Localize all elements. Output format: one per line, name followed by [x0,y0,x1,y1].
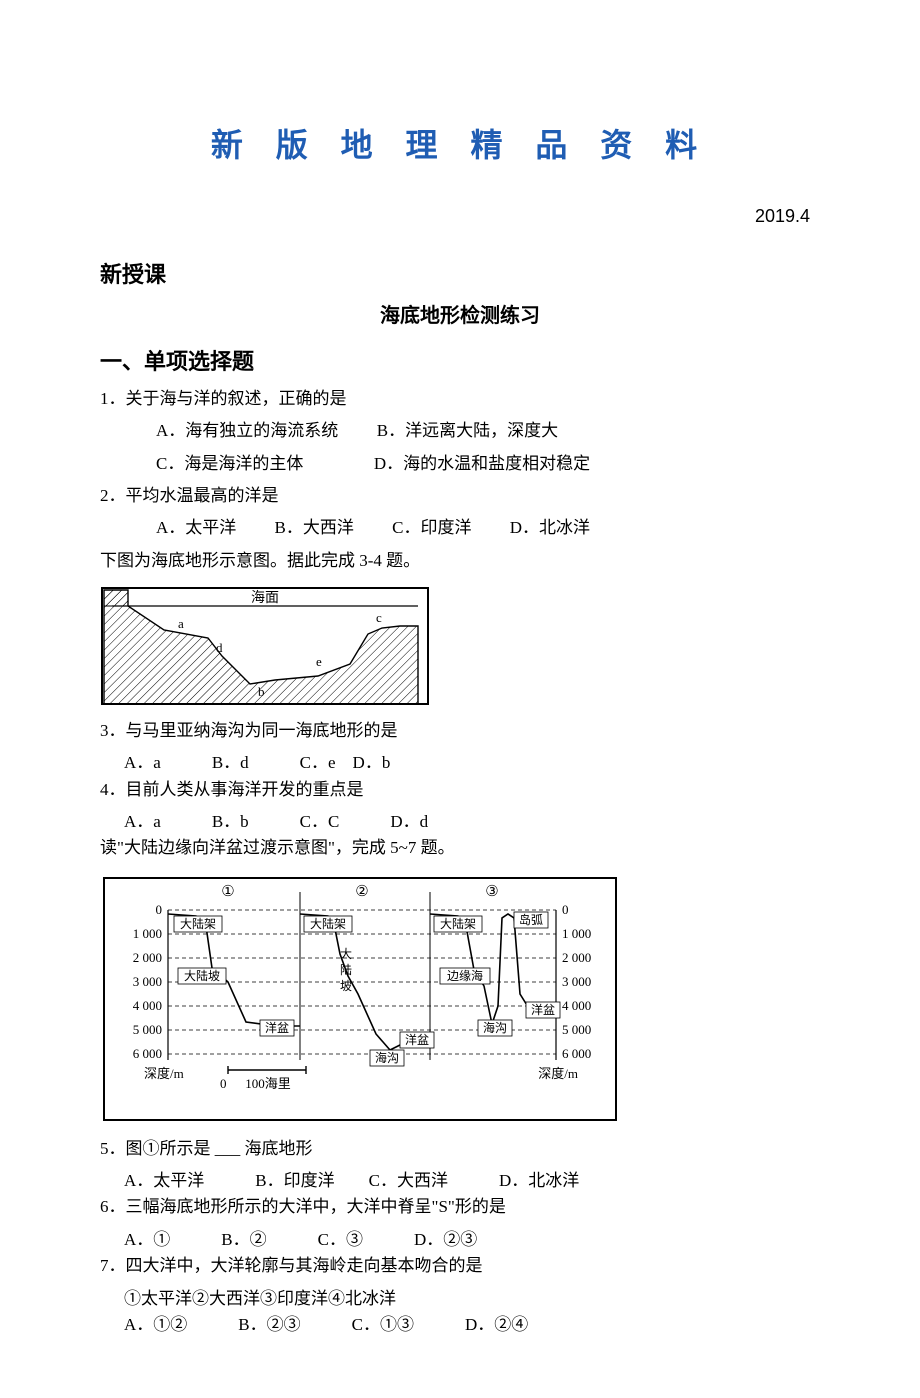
q1-row1: A．海有独立的海流系统 B．洋远离大陆，深度大 [100,418,820,444]
q2-optB: B．大西洋 [275,518,354,537]
q1-row2: C．海是海洋的主体 D．海的水温和盐度相对稳定 [100,451,820,477]
q6-stem: 6．三幅海底地形所示的大洋中，大洋中脊呈"S"形的是 [100,1194,820,1220]
q2-stem: 2．平均水温最高的洋是 [100,483,820,509]
q1-optD: D．海的水温和盐度相对稳定 [374,454,590,473]
q1-optA: A．海有独立的海流系统 [156,421,338,440]
fig2-p3-arc: 岛弧 [519,912,543,927]
fig2-xscale-0: 0 [220,1076,227,1091]
section-1-heading: 一、单项选择题 [100,344,820,376]
fig2-yl-1: 1 000 [133,926,162,941]
fig2-yr-0: 0 [562,902,569,917]
q2-opts: A．太平洋 B．大西洋 C．印度洋 D．北冰洋 [100,515,820,541]
fig2-yl-3: 3 000 [133,974,162,989]
date-line: 2019.4 [100,206,820,227]
fig2-p1-shelf: 大陆架 [180,916,216,931]
fig2-p2-shelf: 大陆架 [310,916,346,931]
fig2-p2-lu: 陆 [340,962,352,977]
q3-opts: A．a B．d C．e D．b [100,750,820,776]
fig2-yr-3: 3 000 [562,974,591,989]
fig1-intro: 下图为海底地形示意图。据此完成 3-4 题。 [100,548,820,574]
q5-opts: A．太平洋 B．印度洋 C．大西洋 D．北冰洋 [100,1168,820,1194]
fig2-yr-1: 1 000 [562,926,591,941]
q7-opts: A．①② B．②③ C．①③ D．②④ [100,1312,820,1338]
q3-stem: 3．与马里亚纳海沟为同一海底地形的是 [100,718,820,744]
fig2-p2-da: 大 [340,947,352,961]
fig2-p2-basin: 洋盆 [405,1032,429,1047]
q4-stem: 4．目前人类从事海洋开发的重点是 [100,777,820,803]
fig2-ylabel-left: 深度/m [144,1066,184,1081]
fig1-sea-label: 海面 [251,590,279,606]
fig2-intro: 读"大陆边缘向洋盆过渡示意图"，完成 5~7 题。 [100,835,820,861]
fig2-xscale-label: 100海里 [245,1076,291,1091]
fig2-yl-6: 6 000 [133,1046,162,1061]
fig1-label-e: e [316,654,322,669]
fig2-yr-6: 6 000 [562,1046,591,1061]
fig2-ylabel-right: 深度/m [538,1066,578,1081]
page-root: 新 版 地 理 精 品 资 料 2019.4 新授课 海底地形检测练习 一、单项… [0,0,920,1398]
q1-stem: 1．关于海与洋的叙述，正确的是 [100,386,820,412]
q6-opts: A．① B．② C．③ D．②③ [100,1227,820,1253]
fig2-yr-4: 4 000 [562,998,591,1013]
fig2-panel-1: ① [221,884,234,900]
q1-optB: B．洋远离大陆，深度大 [377,421,558,440]
fig2-yl-0: 0 [156,902,163,917]
q2-optA: A．太平洋 [156,518,236,537]
q5-stem: 5．图①所示是 ___ 海底地形 [100,1136,820,1162]
lesson-label: 新授课 [100,257,820,289]
q2-optD: D．北冰洋 [510,518,590,537]
fig2-p3-marginal: 边缘海 [447,968,483,983]
q7-line2: ①太平洋②大西洋③印度洋④北冰洋 [100,1286,820,1312]
fig2-panel-2: ② [355,884,368,900]
fig2-yl-4: 4 000 [133,998,162,1013]
fig2-panel-3: ③ [485,884,498,900]
fig1-label-d: d [216,640,223,655]
q2-optC: C．印度洋 [392,518,471,537]
main-title: 新 版 地 理 精 品 资 料 [100,120,820,166]
fig2-yl-2: 2 000 [133,950,162,965]
fig2-yr-2: 2 000 [562,950,591,965]
fig2-p1-slope: 大陆坡 [184,968,220,983]
fig2-yr-5: 5 000 [562,1022,591,1037]
q4-opts: A．a B．b C．C D．d [100,809,820,835]
fig2-p3-basin: 洋盆 [531,1002,555,1017]
fig2-yl-5: 5 000 [133,1022,162,1037]
fig2-p1-basin: 洋盆 [265,1020,289,1035]
worksheet-title: 海底地形检测练习 [100,299,820,328]
fig2-p2-trench: 海沟 [375,1050,399,1065]
q1-optC: C．海是海洋的主体 [156,454,303,473]
fig2-p3-shelf: 大陆架 [440,916,476,931]
figure-2: 0 1 000 2 000 3 000 4 000 5 000 6 000 0 … [100,874,820,1124]
q7-stem: 7．四大洋中，大洋轮廓与其海岭走向基本吻合的是 [100,1253,820,1279]
fig1-label-c: c [376,610,382,625]
figure-1: 海面 a b c d e [100,586,820,706]
fig2-p2-po: 坡 [340,979,352,993]
fig1-label-a: a [178,616,184,631]
fig1-label-b: b [258,684,265,699]
fig2-p3-trench: 海沟 [483,1020,507,1035]
